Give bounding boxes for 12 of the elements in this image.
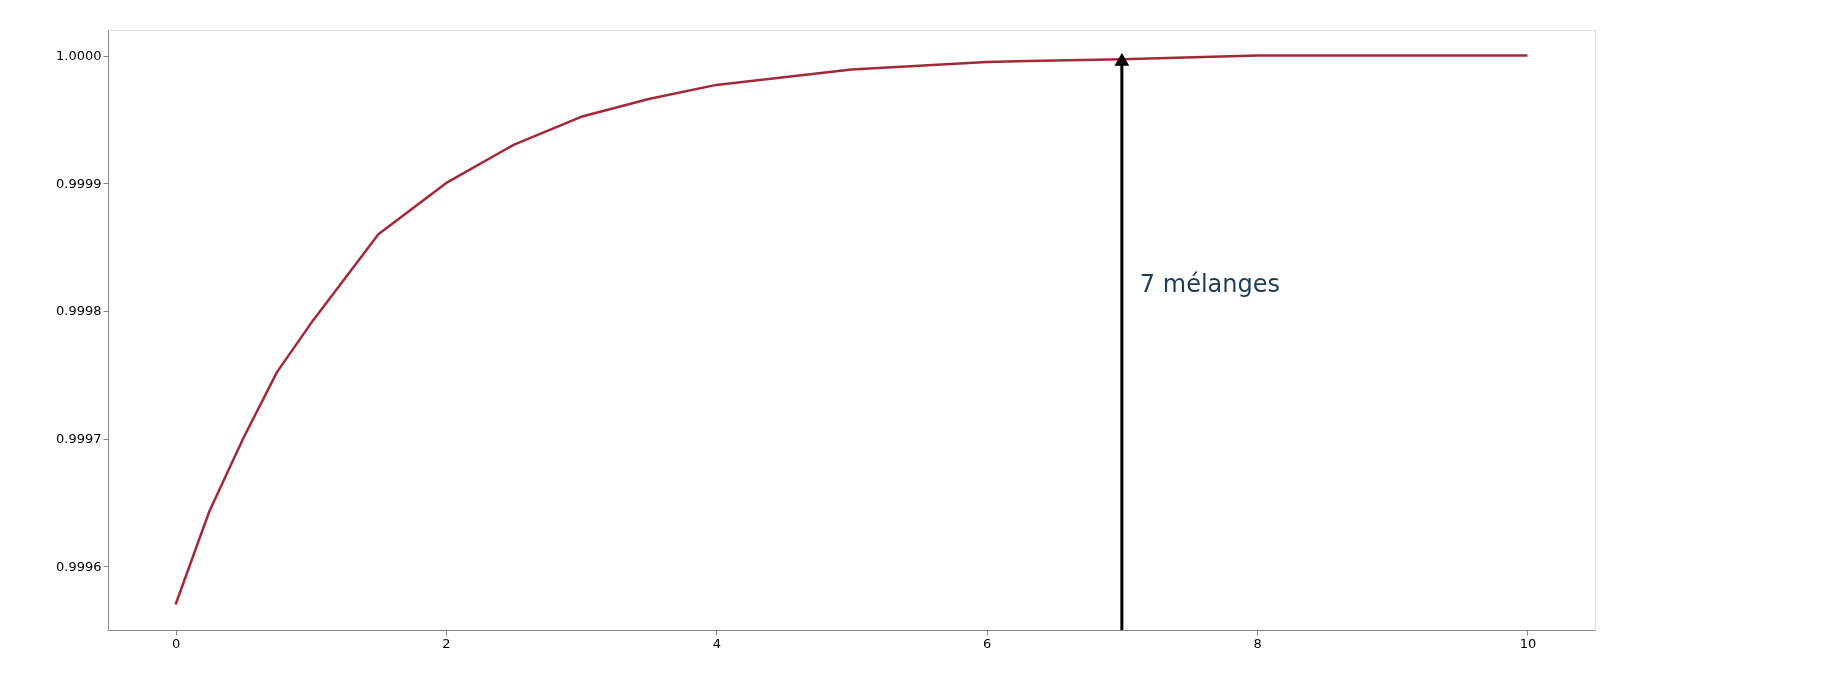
y-tick-label: 1.0000: [56, 48, 102, 64]
x-tick-label: 8: [1253, 635, 1262, 651]
x-tick-label: 4: [712, 635, 721, 651]
x-tick-label: 10: [1519, 635, 1537, 651]
y-tick-label: 0.9996: [56, 558, 102, 574]
x-tick-label: 2: [442, 635, 451, 651]
annotation: 7 mélanges: [1139, 270, 1280, 298]
y-tick-label: 0.9998: [56, 303, 102, 319]
y-tick-label: 0.9999: [56, 175, 102, 191]
y-tick-label: 0.9997: [56, 431, 102, 447]
x-tick-label: 0: [171, 635, 181, 651]
x-tick-label: 6: [983, 635, 992, 651]
